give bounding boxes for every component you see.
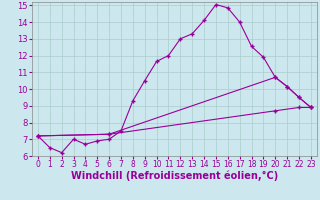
- X-axis label: Windchill (Refroidissement éolien,°C): Windchill (Refroidissement éolien,°C): [71, 171, 278, 181]
